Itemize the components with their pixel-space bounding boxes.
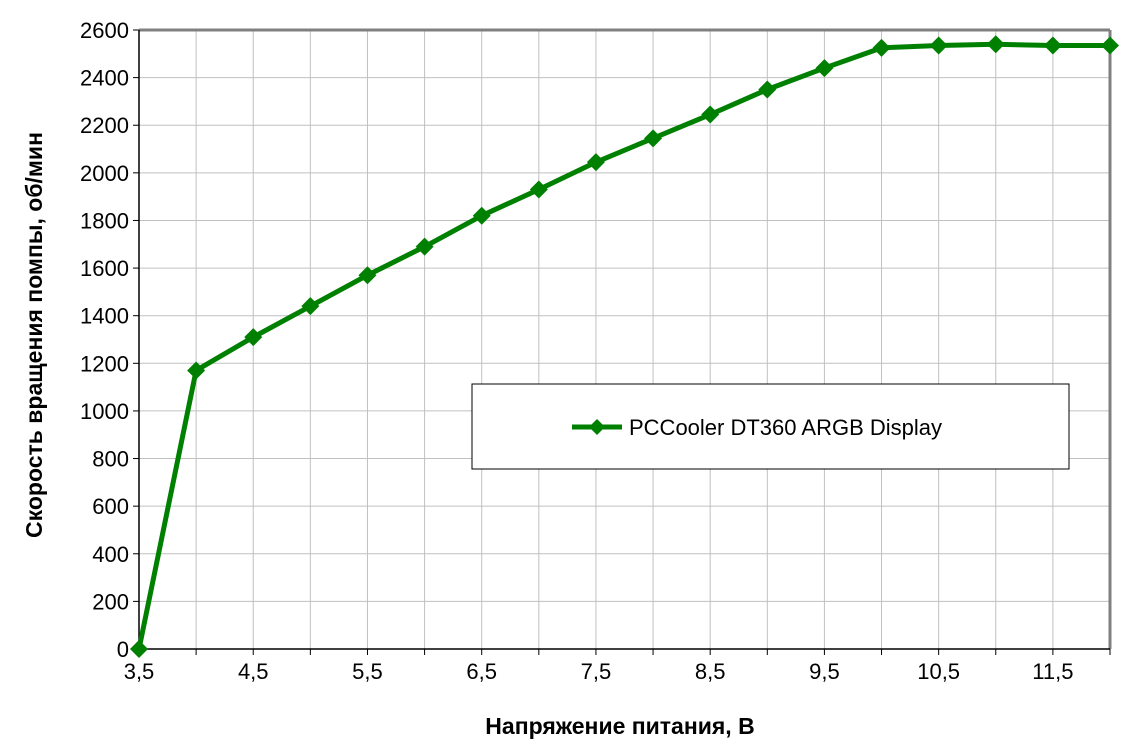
y-tick-label: 2600 [80,18,129,43]
x-axis-label: Напряжение питания, В [485,713,754,739]
data-point [472,206,491,225]
y-tick-label: 400 [92,542,129,567]
x-tick-label: 4,5 [238,659,269,684]
x-tick-label: 11,5 [1032,659,1073,684]
y-tick-label: 2000 [80,161,129,186]
x-tick-label: 10,5 [917,659,960,684]
x-tick-label: 5,5 [352,659,383,684]
data-point [872,38,891,57]
data-point [701,105,720,124]
data-point [986,35,1005,54]
legend-label: PCCooler DT360 ARGB Display [629,415,942,440]
y-axis-ticks: 0 200 400 600 800 1000 1200 1400 1600 1800 2000 220… [80,18,139,662]
x-tick-label: 7,5 [581,659,612,684]
y-tick-label: 1200 [80,351,129,376]
data-point [1043,36,1062,55]
data-point [815,59,834,78]
y-tick-label: 1600 [80,256,129,281]
grid [138,28,1112,650]
legend-box [471,383,1070,470]
y-tick-label: 2200 [80,113,129,138]
data-point [187,361,206,380]
x-tick-label: 6,5 [466,659,497,684]
data-point [529,180,548,199]
x-tick-label: 9,5 [809,659,840,684]
y-tick-label: 1400 [80,304,129,329]
data-point [358,266,377,285]
series [130,35,1119,658]
data-point [1101,36,1119,55]
series-line [136,41,1110,650]
y-tick-label: 2400 [80,66,129,91]
x-tick-label: 8,5 [695,659,726,684]
data-point [758,80,777,99]
data-point [244,328,263,347]
y-tick-label: 1800 [80,208,129,233]
y-tick-label: 800 [92,447,129,472]
legend-marker [589,419,605,435]
x-axis-ticks: 3,5 4,5 5,5 6,5 7,5 8,5 9,5 10,5 11,5 [124,649,1111,684]
data-point [130,640,148,658]
data-point [301,297,320,316]
data-point [415,237,434,256]
data-point [929,36,948,55]
y-tick-label: 200 [92,589,129,614]
y-tick-label: 600 [92,494,129,519]
y-tick-label: 0 [117,637,129,662]
data-point [644,129,663,148]
y-axis-label: Скорость вращения помпы, об/мин [21,132,47,538]
y-tick-label: 1000 [80,399,129,424]
data-point [586,153,605,172]
legend: PCCooler DT360 ARGB Display [471,383,1070,470]
x-tick-label: 3,5 [124,659,155,684]
